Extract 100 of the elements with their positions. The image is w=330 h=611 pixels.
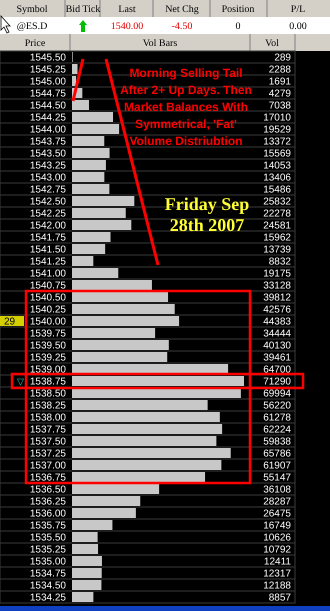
data-label: 10626: [263, 532, 292, 544]
data-label: 39461: [263, 352, 292, 364]
text: Position: [222, 4, 254, 15]
text: Last: [118, 4, 136, 15]
data-label: 2288: [268, 64, 292, 76]
data-label: 1691: [268, 76, 292, 88]
data-label: 8857: [268, 592, 292, 604]
bar: [72, 244, 106, 254]
y-tick-label: 1541.75: [30, 232, 66, 244]
y-tick-label: 1534.50: [30, 580, 66, 592]
text: 29: [4, 316, 16, 328]
y-tick-label: 1541.25: [30, 256, 66, 268]
data-label: 12188: [263, 580, 292, 592]
y-tick-label: 1544.75: [30, 88, 66, 100]
data-label: 19175: [263, 268, 292, 280]
y-tick-label: 1535.25: [30, 544, 66, 556]
text: -4.50: [172, 21, 192, 32]
data-label: 25832: [263, 196, 292, 208]
y-tick-label: 1535.50: [30, 532, 66, 544]
text: ▽: [17, 376, 24, 386]
bar: [72, 232, 111, 242]
data-label: 19529: [263, 124, 292, 136]
bar: [72, 328, 156, 338]
bar: [72, 256, 94, 266]
bar: [72, 160, 106, 170]
bar: [72, 220, 132, 230]
y-tick-label: 1539.75: [30, 328, 66, 340]
y-tick-label: 1542.50: [30, 196, 66, 208]
y-tick-label: 1545.00: [30, 76, 66, 88]
y-tick-label: 1542.00: [30, 220, 66, 232]
y-tick-label: 1534.25: [30, 592, 66, 604]
data-label: 24581: [263, 220, 292, 232]
text: Symbol: [16, 4, 48, 15]
bar: [72, 136, 104, 146]
data-label: 15569: [263, 148, 292, 160]
data-label: 26475: [263, 508, 292, 520]
y-tick-label: 1540.75: [30, 280, 66, 292]
bar: [72, 292, 168, 302]
data-label: 22278: [263, 208, 292, 220]
bar: [72, 76, 76, 86]
data-label: 62224: [263, 424, 292, 436]
annotation: Friday Sep 28th 2007: [164, 194, 250, 235]
bar: [72, 172, 104, 182]
y-tick-label: 1539.00: [30, 364, 66, 376]
bar: [72, 520, 112, 530]
data-label: 64700: [263, 364, 292, 376]
text: 0.00: [289, 21, 307, 32]
bar: [72, 208, 126, 218]
data-label: 13739: [263, 244, 292, 256]
data-label: 13406: [263, 172, 292, 184]
data-label: 4279: [268, 88, 292, 100]
text: Net Chg: [165, 4, 199, 15]
data-label: 14053: [263, 160, 292, 172]
y-tick-label: 1534.75: [30, 568, 66, 580]
y-tick-label: 1539.25: [30, 352, 66, 364]
data-label: 16749: [263, 520, 292, 532]
y-tick-label: 1536.25: [30, 496, 66, 508]
text: P/L: [290, 4, 306, 15]
bar: [72, 592, 94, 602]
data-label: 15962: [263, 232, 292, 244]
bar: [72, 568, 102, 578]
y-tick-label: 1545.50: [30, 52, 66, 64]
y-tick-label: 1535.00: [30, 556, 66, 568]
data-label: 17010: [263, 112, 292, 124]
data-label: 8832: [268, 256, 292, 268]
y-tick-label: 1543.00: [30, 172, 66, 184]
text: 1540.00: [110, 21, 144, 32]
y-tick-label: 1535.75: [30, 520, 66, 532]
bar: [72, 544, 98, 554]
data-label: 55147: [263, 472, 292, 484]
y-tick-label: 1545.25: [30, 64, 66, 76]
bar: [72, 484, 160, 494]
data-label: 42576: [263, 304, 292, 316]
y-tick-label: 1540.25: [30, 304, 66, 316]
data-label: 28287: [263, 496, 292, 508]
data-label: 56220: [263, 400, 292, 412]
data-label: 59838: [263, 436, 292, 448]
bar: [72, 100, 89, 110]
y-tick-label: 1538.50: [30, 388, 66, 400]
data-label: 71290: [263, 376, 292, 388]
data-label: 36108: [263, 484, 292, 496]
bar: [72, 184, 110, 194]
data-label: 44383: [263, 316, 292, 328]
data-label: 34444: [263, 328, 292, 340]
bar: [72, 124, 120, 134]
y-tick-label: 1541.00: [30, 268, 66, 280]
bar: [72, 196, 134, 206]
text: Vol: [265, 38, 280, 49]
bar: [72, 352, 168, 362]
y-tick-label: 1542.75: [30, 184, 66, 196]
y-tick-label: 1540.00: [30, 316, 66, 328]
y-axis-title: Price: [24, 38, 46, 49]
data-label: 40130: [263, 340, 292, 352]
y-tick-label: 1538.75: [30, 376, 66, 388]
y-tick-label: 1537.25: [30, 448, 66, 460]
bar: [72, 532, 98, 542]
y-tick-label: 1541.50: [30, 244, 66, 256]
data-label: 13372: [263, 136, 292, 148]
bar: [72, 496, 140, 506]
y-tick-label: 1536.75: [30, 472, 66, 484]
